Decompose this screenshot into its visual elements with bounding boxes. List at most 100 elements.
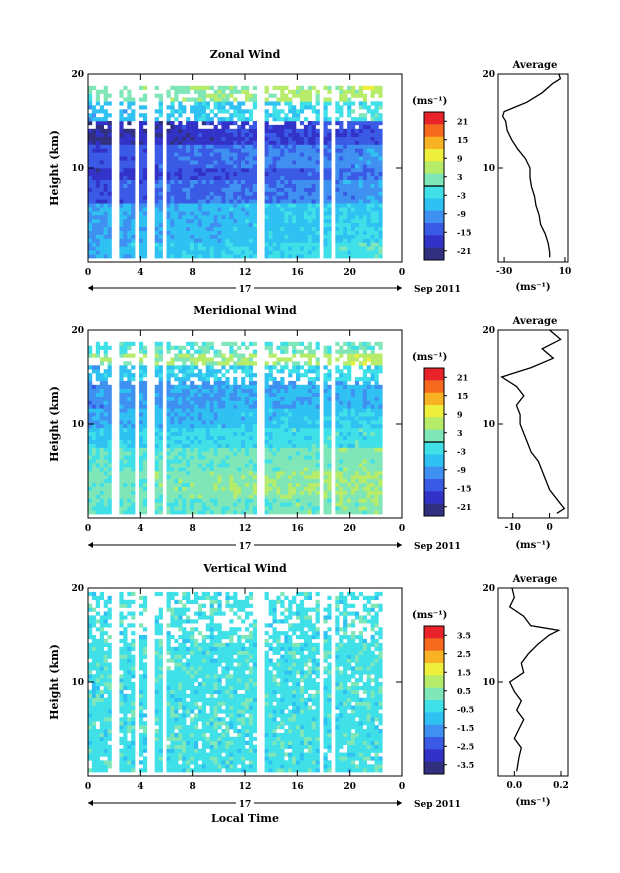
heatmap-cell bbox=[142, 105, 148, 110]
heatmap-cell bbox=[119, 392, 124, 397]
heatmap-cell bbox=[303, 183, 309, 188]
heatmap-cell bbox=[103, 502, 108, 507]
heatmap-cell bbox=[264, 467, 269, 472]
heatmap-cell bbox=[123, 222, 128, 227]
heatmap-cell bbox=[103, 234, 108, 239]
heatmap-cell bbox=[237, 156, 242, 161]
heatmap-cell bbox=[307, 211, 312, 216]
heatmap-cell bbox=[158, 250, 163, 255]
heatmap-cell bbox=[182, 361, 187, 366]
heatmap-cell bbox=[197, 179, 203, 184]
heatmap-cell bbox=[268, 341, 273, 346]
heatmap-cell bbox=[268, 199, 273, 204]
heatmap-cell bbox=[88, 349, 93, 354]
heatmap-cell bbox=[217, 211, 222, 216]
heatmap-cell bbox=[190, 424, 195, 429]
heatmap-cell bbox=[190, 502, 195, 507]
heatmap-cell bbox=[131, 101, 136, 106]
heatmap-cell bbox=[99, 467, 104, 472]
heatmap-cell bbox=[123, 97, 128, 102]
heatmap-cell bbox=[323, 168, 328, 173]
heatmap-cell bbox=[292, 459, 297, 464]
heatmap-cell bbox=[233, 207, 238, 212]
heatmap-cell bbox=[209, 238, 214, 243]
heatmap-cell bbox=[288, 222, 293, 227]
heatmap-cell bbox=[374, 152, 379, 157]
heatmap-cell bbox=[327, 238, 332, 243]
heatmap-cell bbox=[292, 250, 297, 255]
heatmap-cell bbox=[91, 222, 97, 227]
heatmap-cell bbox=[142, 349, 148, 354]
heatmap-cell bbox=[119, 117, 124, 122]
heatmap-cell bbox=[221, 238, 226, 243]
heatmap-cell bbox=[154, 341, 159, 346]
heatmap-cell bbox=[370, 93, 375, 98]
heatmap-cell bbox=[268, 136, 273, 141]
heatmap-cell bbox=[139, 365, 144, 370]
heatmap-cell bbox=[154, 361, 159, 366]
heatmap-cell bbox=[123, 164, 128, 169]
heatmap-cell bbox=[205, 113, 210, 118]
heatmap-cell bbox=[327, 97, 332, 102]
heatmap-cell bbox=[170, 435, 175, 440]
heatmap-cell bbox=[315, 384, 320, 389]
heatmap-cell bbox=[323, 482, 328, 487]
heatmap-cell bbox=[131, 467, 136, 472]
heatmap-cell bbox=[95, 369, 100, 374]
heatmap-cell bbox=[237, 365, 242, 370]
heatmap-cell bbox=[221, 506, 226, 511]
heatmap-cell bbox=[99, 478, 104, 483]
heatmap-cell bbox=[343, 132, 348, 137]
heatmap-cell bbox=[201, 345, 206, 350]
heatmap-cell bbox=[107, 416, 112, 421]
heatmap-cell bbox=[217, 168, 222, 173]
heatmap-cell bbox=[186, 234, 191, 239]
heatmap-cell bbox=[245, 246, 250, 251]
heatmap-cell bbox=[107, 101, 112, 106]
heatmap-cell bbox=[103, 404, 108, 409]
heatmap-cell bbox=[335, 424, 340, 429]
heatmap-cell bbox=[299, 171, 305, 177]
heatmap-cell bbox=[103, 117, 108, 122]
heatmap-cell bbox=[190, 396, 195, 401]
heatmap-cell bbox=[139, 85, 144, 90]
heatmap-cell bbox=[209, 498, 214, 503]
heatmap-cell bbox=[343, 341, 348, 346]
heatmap-cell bbox=[123, 117, 128, 122]
heatmap-cell bbox=[166, 498, 171, 503]
heatmap-cell bbox=[88, 380, 93, 386]
heatmap-cell bbox=[303, 218, 309, 224]
heatmap-cell bbox=[127, 380, 132, 386]
heatmap-cell bbox=[217, 85, 222, 90]
heatmap-cell bbox=[221, 148, 226, 153]
heatmap-cell bbox=[343, 400, 348, 405]
heatmap-cell bbox=[296, 250, 301, 255]
heatmap-cell bbox=[119, 128, 124, 133]
heatmap-cell bbox=[307, 168, 312, 173]
heatmap-cell bbox=[88, 187, 93, 192]
heatmap-cell bbox=[194, 392, 199, 397]
heatmap-cell bbox=[91, 369, 97, 374]
heatmap-cell bbox=[217, 490, 222, 495]
heatmap-cell bbox=[205, 510, 210, 515]
heatmap-cell bbox=[119, 474, 124, 480]
heatmap-cell bbox=[205, 463, 210, 468]
heatmap-cell bbox=[343, 89, 348, 94]
heatmap-cell bbox=[119, 506, 124, 511]
heatmap-cell bbox=[292, 408, 297, 413]
heatmap-cell bbox=[174, 152, 179, 157]
heatmap-cell bbox=[178, 124, 183, 130]
heatmap-cell bbox=[280, 187, 285, 192]
heatmap-cell bbox=[241, 396, 246, 401]
heatmap-cell bbox=[221, 136, 226, 141]
heatmap-cell bbox=[186, 124, 191, 130]
heatmap-cell bbox=[303, 179, 309, 184]
heatmap-cell bbox=[213, 447, 218, 452]
heatmap-cell bbox=[119, 195, 124, 200]
heatmap-cell bbox=[103, 380, 108, 386]
heatmap-cell bbox=[233, 392, 238, 397]
heatmap-cell bbox=[264, 365, 269, 370]
heatmap-cell bbox=[154, 498, 159, 503]
heatmap-cell bbox=[335, 451, 340, 456]
heatmap-cell bbox=[347, 164, 352, 169]
